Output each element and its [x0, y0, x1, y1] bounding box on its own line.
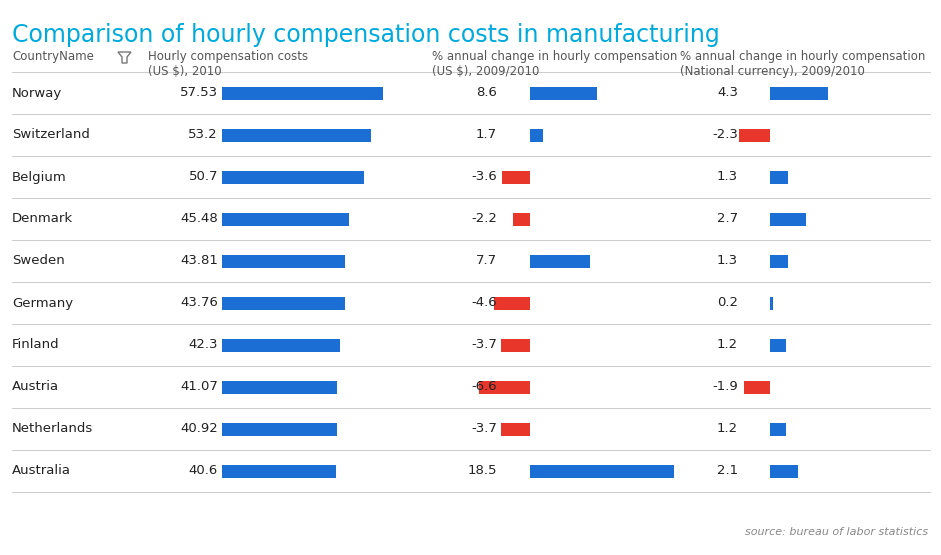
Text: 7.7: 7.7 [476, 255, 497, 268]
Bar [770, 255, 788, 268]
Bar [222, 129, 371, 142]
Text: 8.6: 8.6 [476, 87, 497, 99]
Bar [222, 422, 337, 436]
Text: -3.7: -3.7 [471, 339, 497, 351]
Text: 1.3: 1.3 [717, 255, 738, 268]
Text: % annual change in hourly compensation
(National currency), 2009/2010: % annual change in hourly compensation (… [680, 50, 925, 78]
Text: -2.3: -2.3 [712, 129, 738, 142]
Text: 1.7: 1.7 [476, 129, 497, 142]
Text: 4.3: 4.3 [717, 87, 738, 99]
Bar [770, 339, 786, 351]
Text: 0.2: 0.2 [717, 296, 738, 310]
Text: 40.6: 40.6 [189, 465, 218, 477]
Bar [770, 87, 828, 99]
Bar [502, 422, 530, 436]
Bar [222, 87, 383, 99]
Bar [222, 465, 336, 477]
Text: 43.81: 43.81 [180, 255, 218, 268]
Text: 53.2: 53.2 [188, 129, 218, 142]
Text: Netherlands: Netherlands [12, 422, 93, 436]
Text: 50.7: 50.7 [188, 170, 218, 184]
Text: % annual change in hourly compensation
(US $), 2009/2010: % annual change in hourly compensation (… [432, 50, 678, 78]
Text: 41.07: 41.07 [180, 381, 218, 393]
Text: -4.6: -4.6 [471, 296, 497, 310]
Bar [222, 339, 341, 351]
Text: 1.3: 1.3 [717, 170, 738, 184]
Text: 57.53: 57.53 [180, 87, 218, 99]
Bar [502, 339, 530, 351]
Bar [502, 170, 530, 184]
Bar [222, 213, 349, 225]
Bar [770, 465, 798, 477]
Text: 43.76: 43.76 [180, 296, 218, 310]
Text: 18.5: 18.5 [468, 465, 497, 477]
Text: Australia: Australia [12, 465, 71, 477]
Text: CountryName: CountryName [12, 50, 94, 63]
Text: Norway: Norway [12, 87, 62, 99]
Bar [494, 296, 530, 310]
Text: -6.6: -6.6 [471, 381, 497, 393]
Text: 1.2: 1.2 [717, 339, 738, 351]
Text: -1.9: -1.9 [712, 381, 738, 393]
Text: Germany: Germany [12, 296, 73, 310]
Text: Denmark: Denmark [12, 213, 73, 225]
Text: -3.6: -3.6 [471, 170, 497, 184]
Bar [770, 422, 786, 436]
Text: Austria: Austria [12, 381, 59, 393]
Bar [222, 381, 337, 393]
Text: Switzerland: Switzerland [12, 129, 90, 142]
Bar [222, 170, 364, 184]
Bar [530, 255, 590, 268]
Bar [479, 381, 530, 393]
Bar [770, 170, 788, 184]
Text: 40.92: 40.92 [181, 422, 218, 436]
Bar [222, 296, 344, 310]
Bar [530, 465, 675, 477]
Text: Comparison of hourly compensation costs in manufacturing: Comparison of hourly compensation costs … [12, 23, 720, 47]
Bar [530, 87, 598, 99]
Text: 45.48: 45.48 [181, 213, 218, 225]
Bar [770, 213, 806, 225]
Bar [222, 255, 344, 268]
Text: -2.2: -2.2 [471, 213, 497, 225]
Text: Belgium: Belgium [12, 170, 67, 184]
Text: 1.2: 1.2 [717, 422, 738, 436]
Text: Finland: Finland [12, 339, 59, 351]
Text: 2.1: 2.1 [717, 465, 738, 477]
Bar [513, 213, 530, 225]
Text: Sweden: Sweden [12, 255, 65, 268]
Bar [770, 296, 773, 310]
Text: 42.3: 42.3 [188, 339, 218, 351]
Bar [530, 129, 543, 142]
Text: 2.7: 2.7 [717, 213, 738, 225]
Bar [744, 381, 770, 393]
Text: -3.7: -3.7 [471, 422, 497, 436]
Text: Hourly compensation costs
(US $), 2010: Hourly compensation costs (US $), 2010 [148, 50, 308, 78]
Bar [739, 129, 770, 142]
Text: source: bureau of labor statistics: source: bureau of labor statistics [745, 527, 928, 537]
